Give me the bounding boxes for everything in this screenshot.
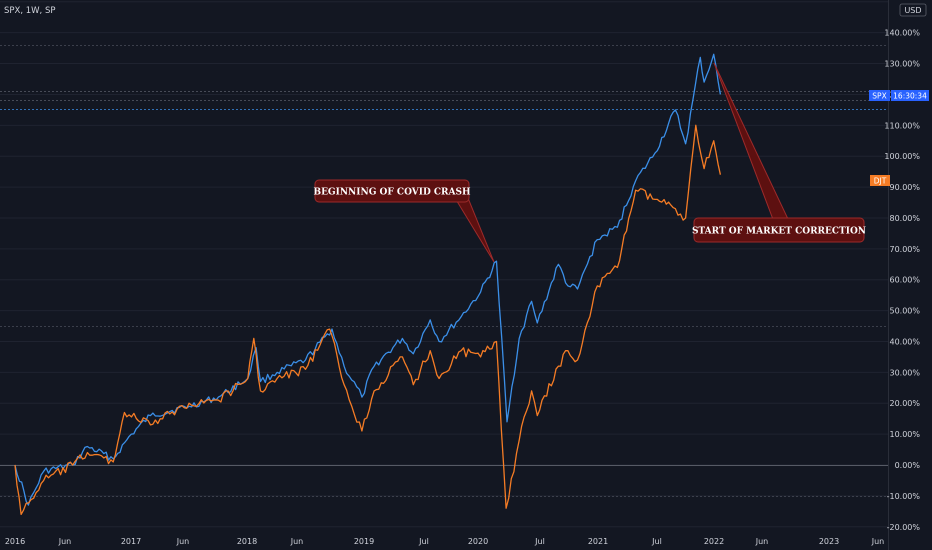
- y-tick-label: 60.00%: [889, 276, 920, 285]
- y-tick-label: 140.00%: [884, 29, 920, 38]
- y-tick-label: 0.00%: [895, 461, 921, 470]
- annotations: BEGINNING OF COVID CRASH START OF MARKET…: [313, 62, 866, 263]
- x-tick-label: 2021: [588, 537, 608, 546]
- x-tick-label: Jul: [418, 537, 429, 546]
- y-tick-label: 30.00%: [889, 368, 920, 377]
- x-tick-label: Jul: [651, 537, 662, 546]
- spx-tag-symbol-bg: [869, 90, 890, 101]
- y-tick-label: 10.00%: [889, 430, 920, 439]
- x-tick-label: Jul: [534, 537, 545, 546]
- spx-tag-time-bg: [891, 90, 929, 101]
- x-tick-label: 2020: [468, 537, 488, 546]
- x-tick-label: 2017: [121, 537, 141, 546]
- y-tick-label: 20.00%: [889, 399, 920, 408]
- y-tick-label: 110.00%: [884, 121, 920, 130]
- spx-tag-time: 16:30:34: [893, 92, 927, 101]
- covid-callout-box[interactable]: [314, 179, 470, 203]
- series-line-spx: [14, 53, 722, 506]
- y-tick-label: 130.00%: [884, 60, 920, 69]
- currency-label: USD: [904, 6, 921, 15]
- y-axis: -20.00% -10.00% 0.00% 10.00% 20.00% 30.00% 40.…: [884, 29, 920, 532]
- x-tick-label: Jun: [176, 537, 190, 546]
- spx-tag-symbol: SPX: [872, 92, 886, 101]
- x-tick-label: 2019: [354, 537, 374, 546]
- djt-price-tag[interactable]: DJT: [870, 175, 890, 186]
- correction-callout-box[interactable]: [693, 217, 865, 243]
- x-axis: 2016 Jun 2017 Jun 2018 Jun 2019 Jul 2020 Jul 2021 J…: [5, 537, 884, 546]
- series-lines: [14, 53, 722, 516]
- x-tick-label: Jun: [58, 537, 72, 546]
- y-tick-label: 100.00%: [884, 152, 920, 161]
- series-line-djt: [14, 124, 722, 516]
- y-tick-label: -10.00%: [887, 492, 921, 501]
- y-tick-label: 40.00%: [889, 337, 920, 346]
- spx-price-tag[interactable]: SPX 16:30:34: [869, 90, 929, 101]
- djt-tag-symbol: DJT: [874, 177, 887, 186]
- correction-callout-text: START OF MARKET CORRECTION: [692, 227, 866, 237]
- y-tick-label: 70.00%: [889, 245, 920, 254]
- y-tick-label: 80.00%: [889, 214, 920, 223]
- y-tick-label: -20.00%: [887, 523, 921, 532]
- y-tick-label: 90.00%: [889, 183, 920, 192]
- djt-tag-bg: [870, 175, 890, 186]
- symbol-title[interactable]: SPX, 1W, SP: [4, 6, 56, 16]
- x-tick-label: 2023: [819, 537, 839, 546]
- x-tick-label: Jun: [871, 537, 885, 546]
- x-tick-label: 2016: [5, 537, 25, 546]
- covid-callout-text: BEGINNING OF COVID CRASH: [313, 188, 471, 198]
- currency-badge[interactable]: [899, 3, 927, 17]
- price-level-lines: [0, 45, 888, 497]
- x-tick-label: Jun: [290, 537, 304, 546]
- x-tick-label: 2018: [237, 537, 257, 546]
- y-tick-label: 50.00%: [889, 307, 920, 316]
- x-tick-label: Jun: [755, 537, 769, 546]
- x-tick-label: 2022: [704, 537, 724, 546]
